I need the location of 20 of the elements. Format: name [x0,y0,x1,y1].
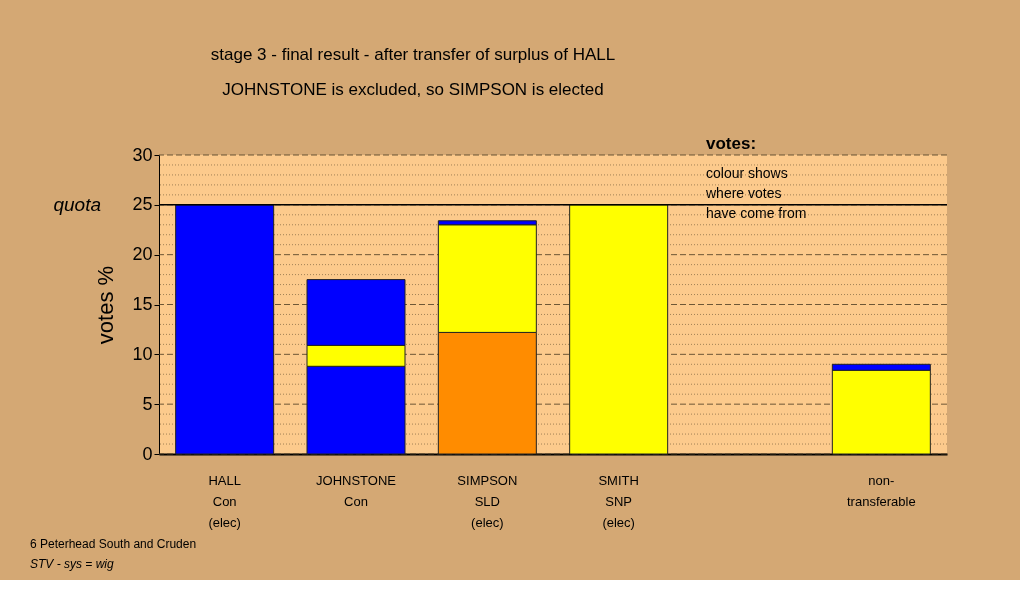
y-tick-label: 20 [132,244,153,265]
y-axis-title: votes % [93,265,119,345]
y-tick-label: 30 [132,144,153,165]
y-tick-label: 25 [132,194,153,215]
x-tick-label: JOHNSTONE Con [316,472,397,509]
y-tick-label: 10 [132,343,153,364]
x-tick-label: SIMPSON SLD (elec) [457,472,518,530]
y-tick-label: 0 [142,443,153,464]
y-tick-label: 15 [132,294,153,314]
chart-subtitle: JOHNSTONE is excluded, so SIMPSON is elected [222,80,604,99]
text: STV - sys = wig [30,557,115,571]
chart-title: stage 3 - final result - after transfer of surplus of HALL [210,45,616,64]
x-tick-label: SMITH SNP (elec) [598,472,639,530]
x-tick-label: non- transferable [847,472,916,509]
text: 6 Peterhead South and Cruden [30,537,197,551]
text: votes: [706,134,757,153]
annotation: colour shows where votes have come from [705,165,807,221]
y-tick-label: 5 [142,393,153,414]
x-tick-label: HALL Con (elec) [208,472,241,530]
ref-line-label: quota [53,193,101,215]
